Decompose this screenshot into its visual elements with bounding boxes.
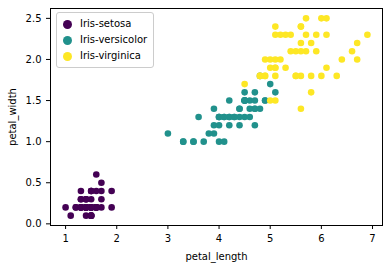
html-text:Iris-virginica: Iris-virginica	[80, 50, 141, 61]
svg-text:petal_length: petal_length	[185, 251, 247, 263]
svg-text:1: 1	[62, 233, 68, 244]
svg-text:petal_width: petal_width	[7, 88, 19, 146]
svg-text:4: 4	[216, 233, 222, 244]
svg-text:3: 3	[165, 233, 171, 244]
svg-text:2: 2	[114, 233, 120, 244]
svg-text:1.5: 1.5	[26, 95, 42, 106]
svg-text:6: 6	[318, 233, 324, 244]
svg-text:0.5: 0.5	[26, 177, 42, 188]
svg-text:7: 7	[369, 233, 375, 244]
svg-text:5: 5	[267, 233, 273, 244]
html-text:Iris-setosa: Iris-setosa	[80, 18, 132, 29]
svg-text:0.0: 0.0	[26, 218, 42, 229]
html-text:Iris-versicolor: Iris-versicolor	[80, 34, 148, 45]
svg-text:2.5: 2.5	[26, 13, 42, 24]
svg-text:2.0: 2.0	[26, 54, 42, 65]
svg-text:1.0: 1.0	[26, 136, 42, 147]
